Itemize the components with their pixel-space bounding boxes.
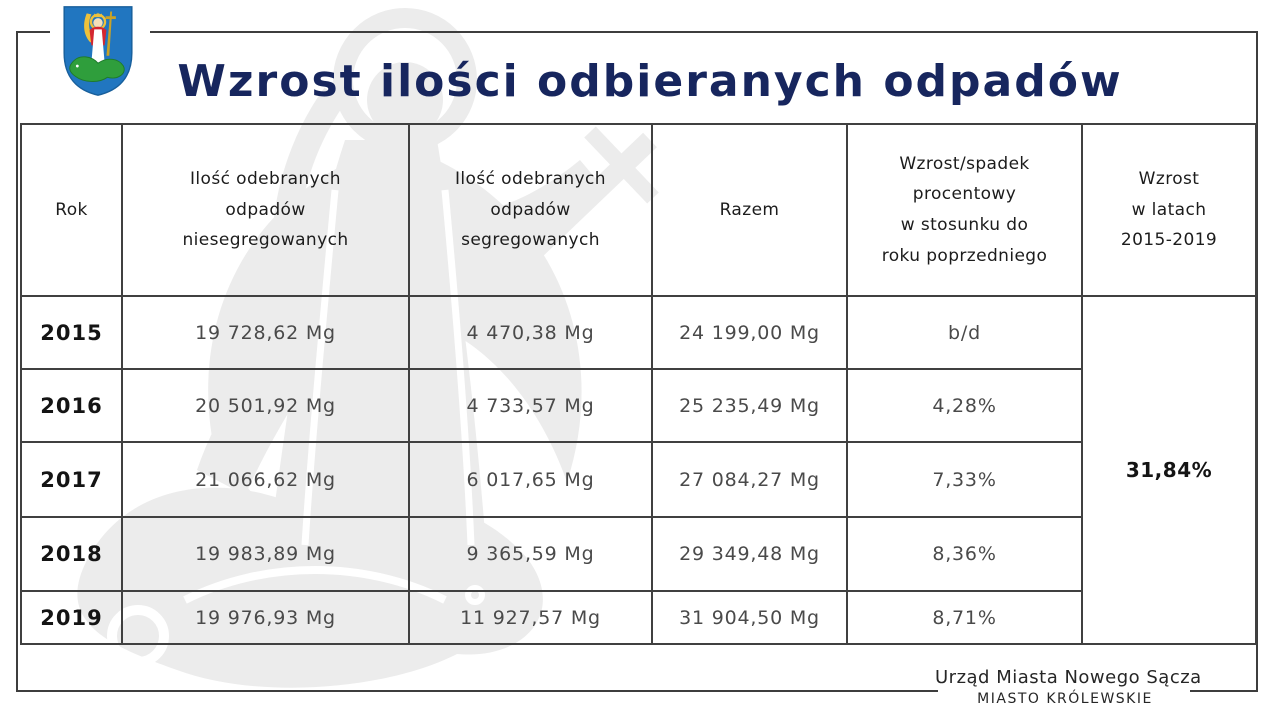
segregated-cell: 4 733,57 Mg	[408, 368, 653, 443]
page-title: Wzrost ilości odbieranych odpadów	[177, 56, 1123, 107]
col-header-year: Rok	[20, 123, 123, 297]
table-row-2017: 2017 21 066,62 Mg 6 017,65 Mg 27 084,27 …	[20, 441, 1256, 518]
col-header-segregated: Ilość odebranych odpadów segregowanych	[408, 123, 653, 297]
year-cell: 2015	[20, 295, 123, 370]
change-cell: 4,28%	[846, 368, 1083, 443]
year-cell: 2018	[20, 516, 123, 592]
col-header-total: Razem	[651, 123, 848, 297]
unsegregated-cell: 19 976,93 Mg	[121, 590, 410, 645]
growth-total-cell: 31,84%	[1081, 295, 1257, 645]
col-header-change: Wzrost/spadek procentowy w stosunku do r…	[846, 123, 1083, 297]
footer-motto: MIASTO KRÓLEWSKIE	[977, 691, 1153, 707]
unsegregated-cell: 21 066,62 Mg	[121, 441, 410, 518]
table-header-row: Rok Ilość odebranych odpadów niesegregow…	[20, 123, 1257, 297]
total-cell: 29 349,48 Mg	[651, 516, 848, 592]
unsegregated-cell: 19 728,62 Mg	[121, 295, 410, 370]
segregated-cell: 11 927,57 Mg	[408, 590, 653, 645]
segregated-cell: 6 017,65 Mg	[408, 441, 653, 518]
footer-office-name: Urząd Miasta Nowego Sącza	[935, 667, 1202, 688]
year-cell: 2016	[20, 368, 123, 443]
change-cell: 8,36%	[846, 516, 1083, 592]
unsegregated-cell: 20 501,92 Mg	[121, 368, 410, 443]
segregated-cell: 9 365,59 Mg	[408, 516, 653, 592]
nowy-sacz-crest-icon	[63, 6, 133, 96]
table-row-2015: 2015 19 728,62 Mg 4 470,38 Mg 24 199,00 …	[20, 295, 1257, 645]
waste-growth-table: Rok Ilość odebranych odpadów niesegregow…	[20, 123, 1257, 645]
change-cell: b/d	[846, 295, 1083, 370]
col-header-unsegregated: Ilość odebranych odpadów niesegregowanyc…	[121, 123, 410, 297]
change-cell: 7,33%	[846, 441, 1083, 518]
table-row-2018: 2018 19 983,89 Mg 9 365,59 Mg 29 349,48 …	[20, 516, 1256, 592]
col-header-growth-2015-2019: Wzrost w latach 2015-2019	[1081, 123, 1257, 297]
frame-gap-bottom	[938, 686, 1190, 695]
footer: Urząd Miasta Nowego Sącza MIASTO KRÓLEWS…	[935, 667, 1202, 707]
total-cell: 25 235,49 Mg	[651, 368, 848, 443]
table-row-2019: 2019 19 976,93 Mg 11 927,57 Mg 31 904,50…	[20, 590, 1256, 645]
total-cell: 31 904,50 Mg	[651, 590, 848, 645]
total-cell: 27 084,27 Mg	[651, 441, 848, 518]
total-cell: 24 199,00 Mg	[651, 295, 848, 370]
segregated-cell: 4 470,38 Mg	[408, 295, 653, 370]
year-cell: 2017	[20, 441, 123, 518]
unsegregated-cell: 19 983,89 Mg	[121, 516, 410, 592]
page-frame-border	[16, 31, 1258, 692]
change-cell: 8,71%	[846, 590, 1083, 645]
year-cell: 2019	[20, 590, 123, 645]
table-row-2016: 2016 20 501,92 Mg 4 733,57 Mg 25 235,49 …	[20, 368, 1256, 443]
